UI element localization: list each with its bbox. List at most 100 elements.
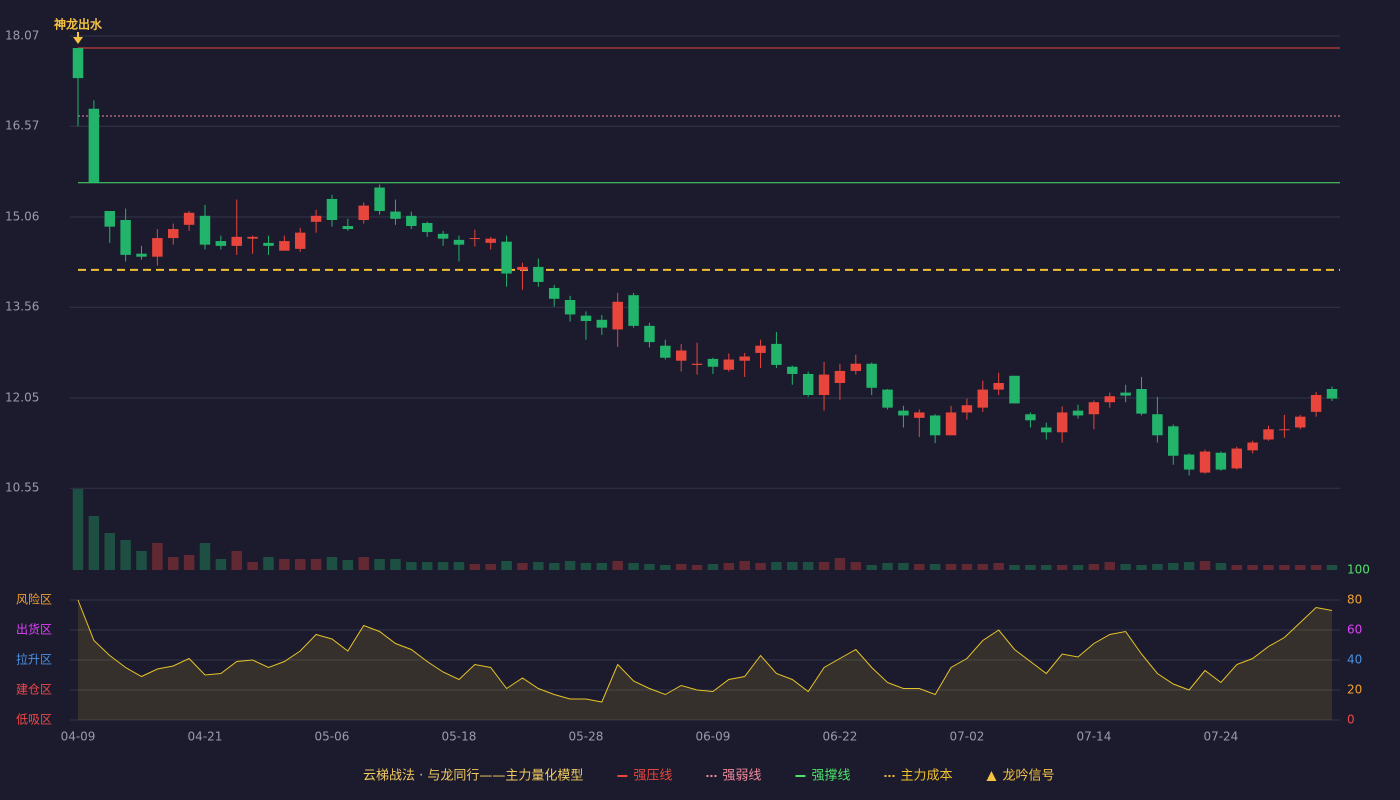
candle-body xyxy=(644,325,655,343)
volume-bar xyxy=(199,543,211,570)
candle-body xyxy=(628,295,639,326)
volume-bar xyxy=(707,564,719,570)
candle-body xyxy=(437,233,449,239)
candle-body xyxy=(707,358,719,367)
candle-body xyxy=(739,356,750,361)
volume-bar xyxy=(517,563,528,570)
candle-body xyxy=(1136,388,1147,414)
volume-bar xyxy=(660,565,671,570)
volume-bar xyxy=(596,563,608,570)
volume-bar xyxy=(644,564,655,570)
candle-body xyxy=(517,266,528,270)
candle-body xyxy=(421,223,433,233)
candle-body xyxy=(1056,412,1068,433)
volume-bar xyxy=(564,561,576,570)
candle-body xyxy=(263,242,274,246)
candle-body xyxy=(977,389,989,408)
volume-bar xyxy=(1104,562,1116,570)
x-tick-label: 04-09 xyxy=(61,730,96,744)
volume-bar xyxy=(818,562,830,570)
candle-body xyxy=(580,315,592,322)
volume-bar xyxy=(850,562,862,570)
volume-bar xyxy=(866,565,877,570)
volume-bar xyxy=(628,563,639,570)
volume-bar xyxy=(136,551,147,570)
candle-body xyxy=(1215,452,1227,470)
candle-body xyxy=(945,412,957,436)
candle-body xyxy=(548,287,560,299)
volume-bar xyxy=(485,564,496,570)
volume-bar xyxy=(993,563,1004,570)
volume-bar xyxy=(104,533,115,570)
volume-bar xyxy=(580,563,592,570)
signal-arrow xyxy=(73,37,83,44)
volume-bar xyxy=(675,564,687,570)
zone-label: 建仓区 xyxy=(16,683,52,697)
volume-bar xyxy=(1247,565,1258,570)
candle-body xyxy=(1088,402,1100,415)
candle-body xyxy=(168,229,179,239)
volume-bar xyxy=(882,563,893,570)
volume-bar xyxy=(310,559,322,570)
volume-bar xyxy=(421,562,433,570)
candle-body xyxy=(1295,416,1306,428)
candle-body xyxy=(1199,451,1211,473)
volume-bar xyxy=(1152,564,1163,570)
candle-body xyxy=(1263,429,1274,440)
candle-body xyxy=(326,198,338,221)
zone-label: 拉升区 xyxy=(16,652,52,667)
candle-body xyxy=(533,266,544,282)
legend-label: 强撑线 xyxy=(811,769,850,784)
candle-body xyxy=(485,238,496,243)
volume-bar xyxy=(548,563,560,570)
candle-body xyxy=(771,343,782,365)
volume-bar xyxy=(358,557,369,570)
volume-bar xyxy=(1295,565,1306,570)
x-tick-label: 07-02 xyxy=(949,730,984,744)
zone-label: 出货区 xyxy=(16,622,52,637)
annotation: 神龙出水 xyxy=(54,17,103,32)
candle-body xyxy=(882,389,893,408)
candle-body xyxy=(723,359,735,370)
candle-body xyxy=(1009,375,1020,404)
candle-body xyxy=(755,345,766,353)
candle-body xyxy=(1247,442,1258,451)
volume-bar xyxy=(279,559,290,570)
volume-bar xyxy=(1056,565,1068,570)
candle-body xyxy=(406,215,417,227)
candle-body xyxy=(1231,448,1242,469)
x-tick-label: 04-21 xyxy=(188,730,223,744)
candle-body xyxy=(104,210,115,227)
volume-bar xyxy=(802,562,814,570)
candle-body xyxy=(1279,429,1290,431)
candle-body xyxy=(1025,414,1036,421)
volume-bar xyxy=(342,560,354,570)
candle-body xyxy=(358,205,369,221)
volume-bar xyxy=(437,562,449,570)
legend-label: 强压线 xyxy=(633,769,672,784)
volume-bar xyxy=(1136,565,1147,570)
volume-bar xyxy=(755,563,766,570)
x-tick-label: 05-06 xyxy=(315,730,350,744)
x-tick-label: 06-22 xyxy=(822,730,857,744)
volume-bar xyxy=(612,561,623,570)
zone-label: 风险区 xyxy=(16,592,52,607)
candle-body xyxy=(199,215,211,245)
volume-bar xyxy=(533,562,544,570)
candle-body xyxy=(675,350,687,361)
volume-bar xyxy=(977,564,989,570)
candle-body xyxy=(342,226,354,230)
zone-label: 低吸区 xyxy=(16,713,52,727)
legend-title: 云梯战法 · 与龙同行——主力量化模型 xyxy=(363,769,583,784)
volume-bar xyxy=(1231,565,1242,570)
volume-bar xyxy=(1310,565,1322,570)
candle-body xyxy=(660,345,671,358)
candle-body xyxy=(866,363,877,388)
volume-bar xyxy=(294,559,306,570)
y-tick-label: 40 xyxy=(1347,653,1362,667)
candle-body xyxy=(72,48,84,79)
volume-bar xyxy=(1072,565,1084,570)
x-tick-label: 06-09 xyxy=(695,730,730,744)
volume-bar xyxy=(787,562,798,570)
